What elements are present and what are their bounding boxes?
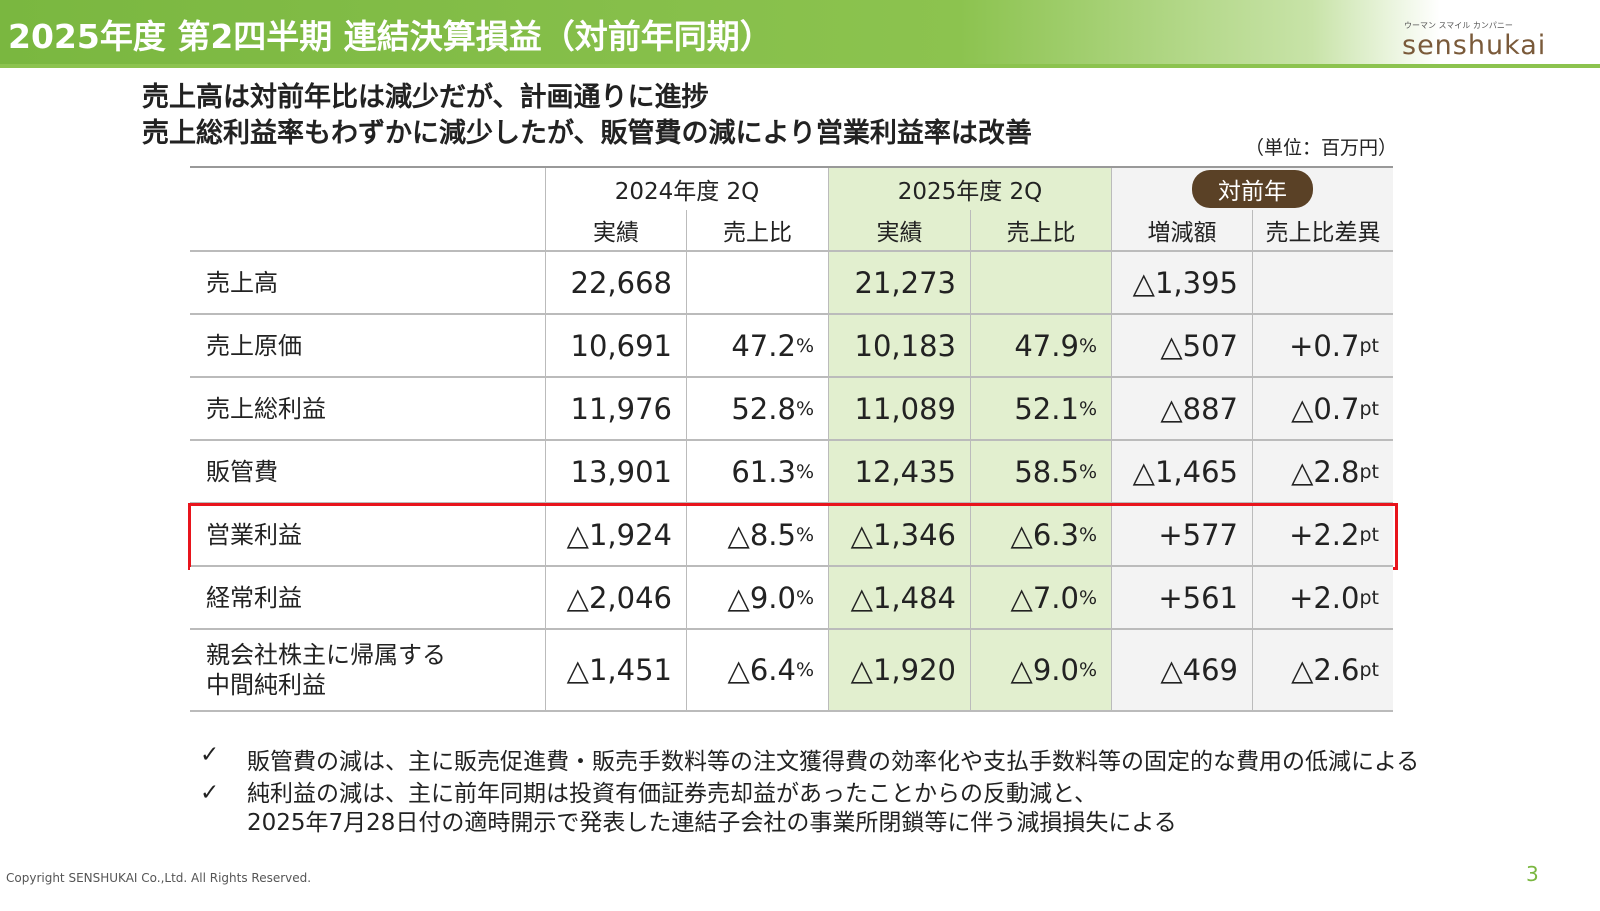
column-header: 売上比 — [686, 210, 828, 252]
cell: △8.5% — [686, 504, 828, 567]
cell — [970, 252, 1111, 315]
headline-1: 売上高は対前年比は減少だが、計画通りに進捗 — [142, 82, 709, 113]
cell: +561 — [1111, 567, 1252, 630]
highlight-box — [188, 503, 1398, 570]
cell: △6.3% — [970, 504, 1111, 567]
column-header: 増減額 — [1111, 210, 1252, 252]
cell: 47.2% — [686, 315, 828, 378]
table-top-rule — [190, 166, 1393, 168]
cell: 11,089 — [828, 378, 970, 441]
cell: 12,435 — [828, 441, 970, 504]
cell: 10,183 — [828, 315, 970, 378]
badge: 対前年 — [1192, 170, 1313, 208]
row-label: 売上高 — [190, 252, 545, 315]
page-number: 3 — [1526, 862, 1539, 886]
group-header: 2025年度 2Q — [828, 168, 1111, 210]
cell: 21,273 — [828, 252, 970, 315]
cell: △1,465 — [1111, 441, 1252, 504]
cell: △469 — [1111, 630, 1252, 712]
cell — [1252, 252, 1393, 315]
header-blank — [190, 168, 545, 252]
row-label: 営業利益 — [190, 504, 545, 567]
column-header: 実績 — [828, 210, 970, 252]
check: ✓ — [200, 742, 220, 768]
cell: △507 — [1111, 315, 1252, 378]
cell: △1,924 — [545, 504, 686, 567]
logo: senshukai — [1402, 30, 1547, 61]
column-header: 売上比差異 — [1252, 210, 1393, 252]
cell: △1,346 — [828, 504, 970, 567]
row-label: 親会社株主に帰属する 中間純利益 — [190, 630, 545, 712]
cell: 13,901 — [545, 441, 686, 504]
cell: 52.1% — [970, 378, 1111, 441]
cell: 10,691 — [545, 315, 686, 378]
cell: △2.6 pt — [1252, 630, 1393, 712]
cell: △1,920 — [828, 630, 970, 712]
cell: 22,668 — [545, 252, 686, 315]
cell: 61.3% — [686, 441, 828, 504]
copyright: Copyright SENSHUKAI Co.,Ltd. All Rights … — [6, 871, 312, 885]
cell: 58.5% — [970, 441, 1111, 504]
row-label: 売上総利益 — [190, 378, 545, 441]
group-header: 2024年度 2Q — [545, 168, 828, 210]
cell: △9.0% — [686, 567, 828, 630]
cell: △7.0% — [970, 567, 1111, 630]
cell: +577 — [1111, 504, 1252, 567]
note-1: 販管費の減は、主に販売促進費・販売手数料等の注文獲得費の効率化や支払手数料等の固… — [247, 749, 1420, 775]
group-header: 対前年 — [1111, 168, 1393, 210]
cell: +2.2 pt — [1252, 504, 1393, 567]
title-rule — [0, 64, 1600, 68]
column-header: 実績 — [545, 210, 686, 252]
cell: 52.8% — [686, 378, 828, 441]
cell: △1,484 — [828, 567, 970, 630]
headline-2: 売上総利益率もわずかに減少したが、販管費の減により営業利益率は改善 — [142, 118, 1032, 149]
cell: 47.9% — [970, 315, 1111, 378]
row-label: 販管費 — [190, 441, 545, 504]
note-2: 純利益の減は、主に前年同期は投資有価証券売却益があったことからの反動減と、 20… — [247, 781, 1177, 836]
cell: △887 — [1111, 378, 1252, 441]
cell: △2.8 pt — [1252, 441, 1393, 504]
cell: △1,451 — [545, 630, 686, 712]
title: 2025年度 第2四半期 連結決算損益（対前年同期） — [8, 17, 773, 56]
title-bar — [0, 0, 1600, 66]
cell: +0.7 pt — [1252, 315, 1393, 378]
cell — [686, 252, 828, 315]
column-header: 売上比 — [970, 210, 1111, 252]
cell: △2,046 — [545, 567, 686, 630]
check: ✓ — [200, 780, 220, 806]
cell: 11,976 — [545, 378, 686, 441]
cell: +2.0 pt — [1252, 567, 1393, 630]
cell: △0.7 pt — [1252, 378, 1393, 441]
row-label: 経常利益 — [190, 567, 545, 630]
cell: △1,395 — [1111, 252, 1252, 315]
logo-tagline: ウーマン スマイル カンパニー — [1404, 21, 1513, 30]
cell: △9.0% — [970, 630, 1111, 712]
cell: △6.4% — [686, 630, 828, 712]
unit: （単位：百万円） — [1245, 137, 1398, 159]
row-label: 売上原価 — [190, 315, 545, 378]
